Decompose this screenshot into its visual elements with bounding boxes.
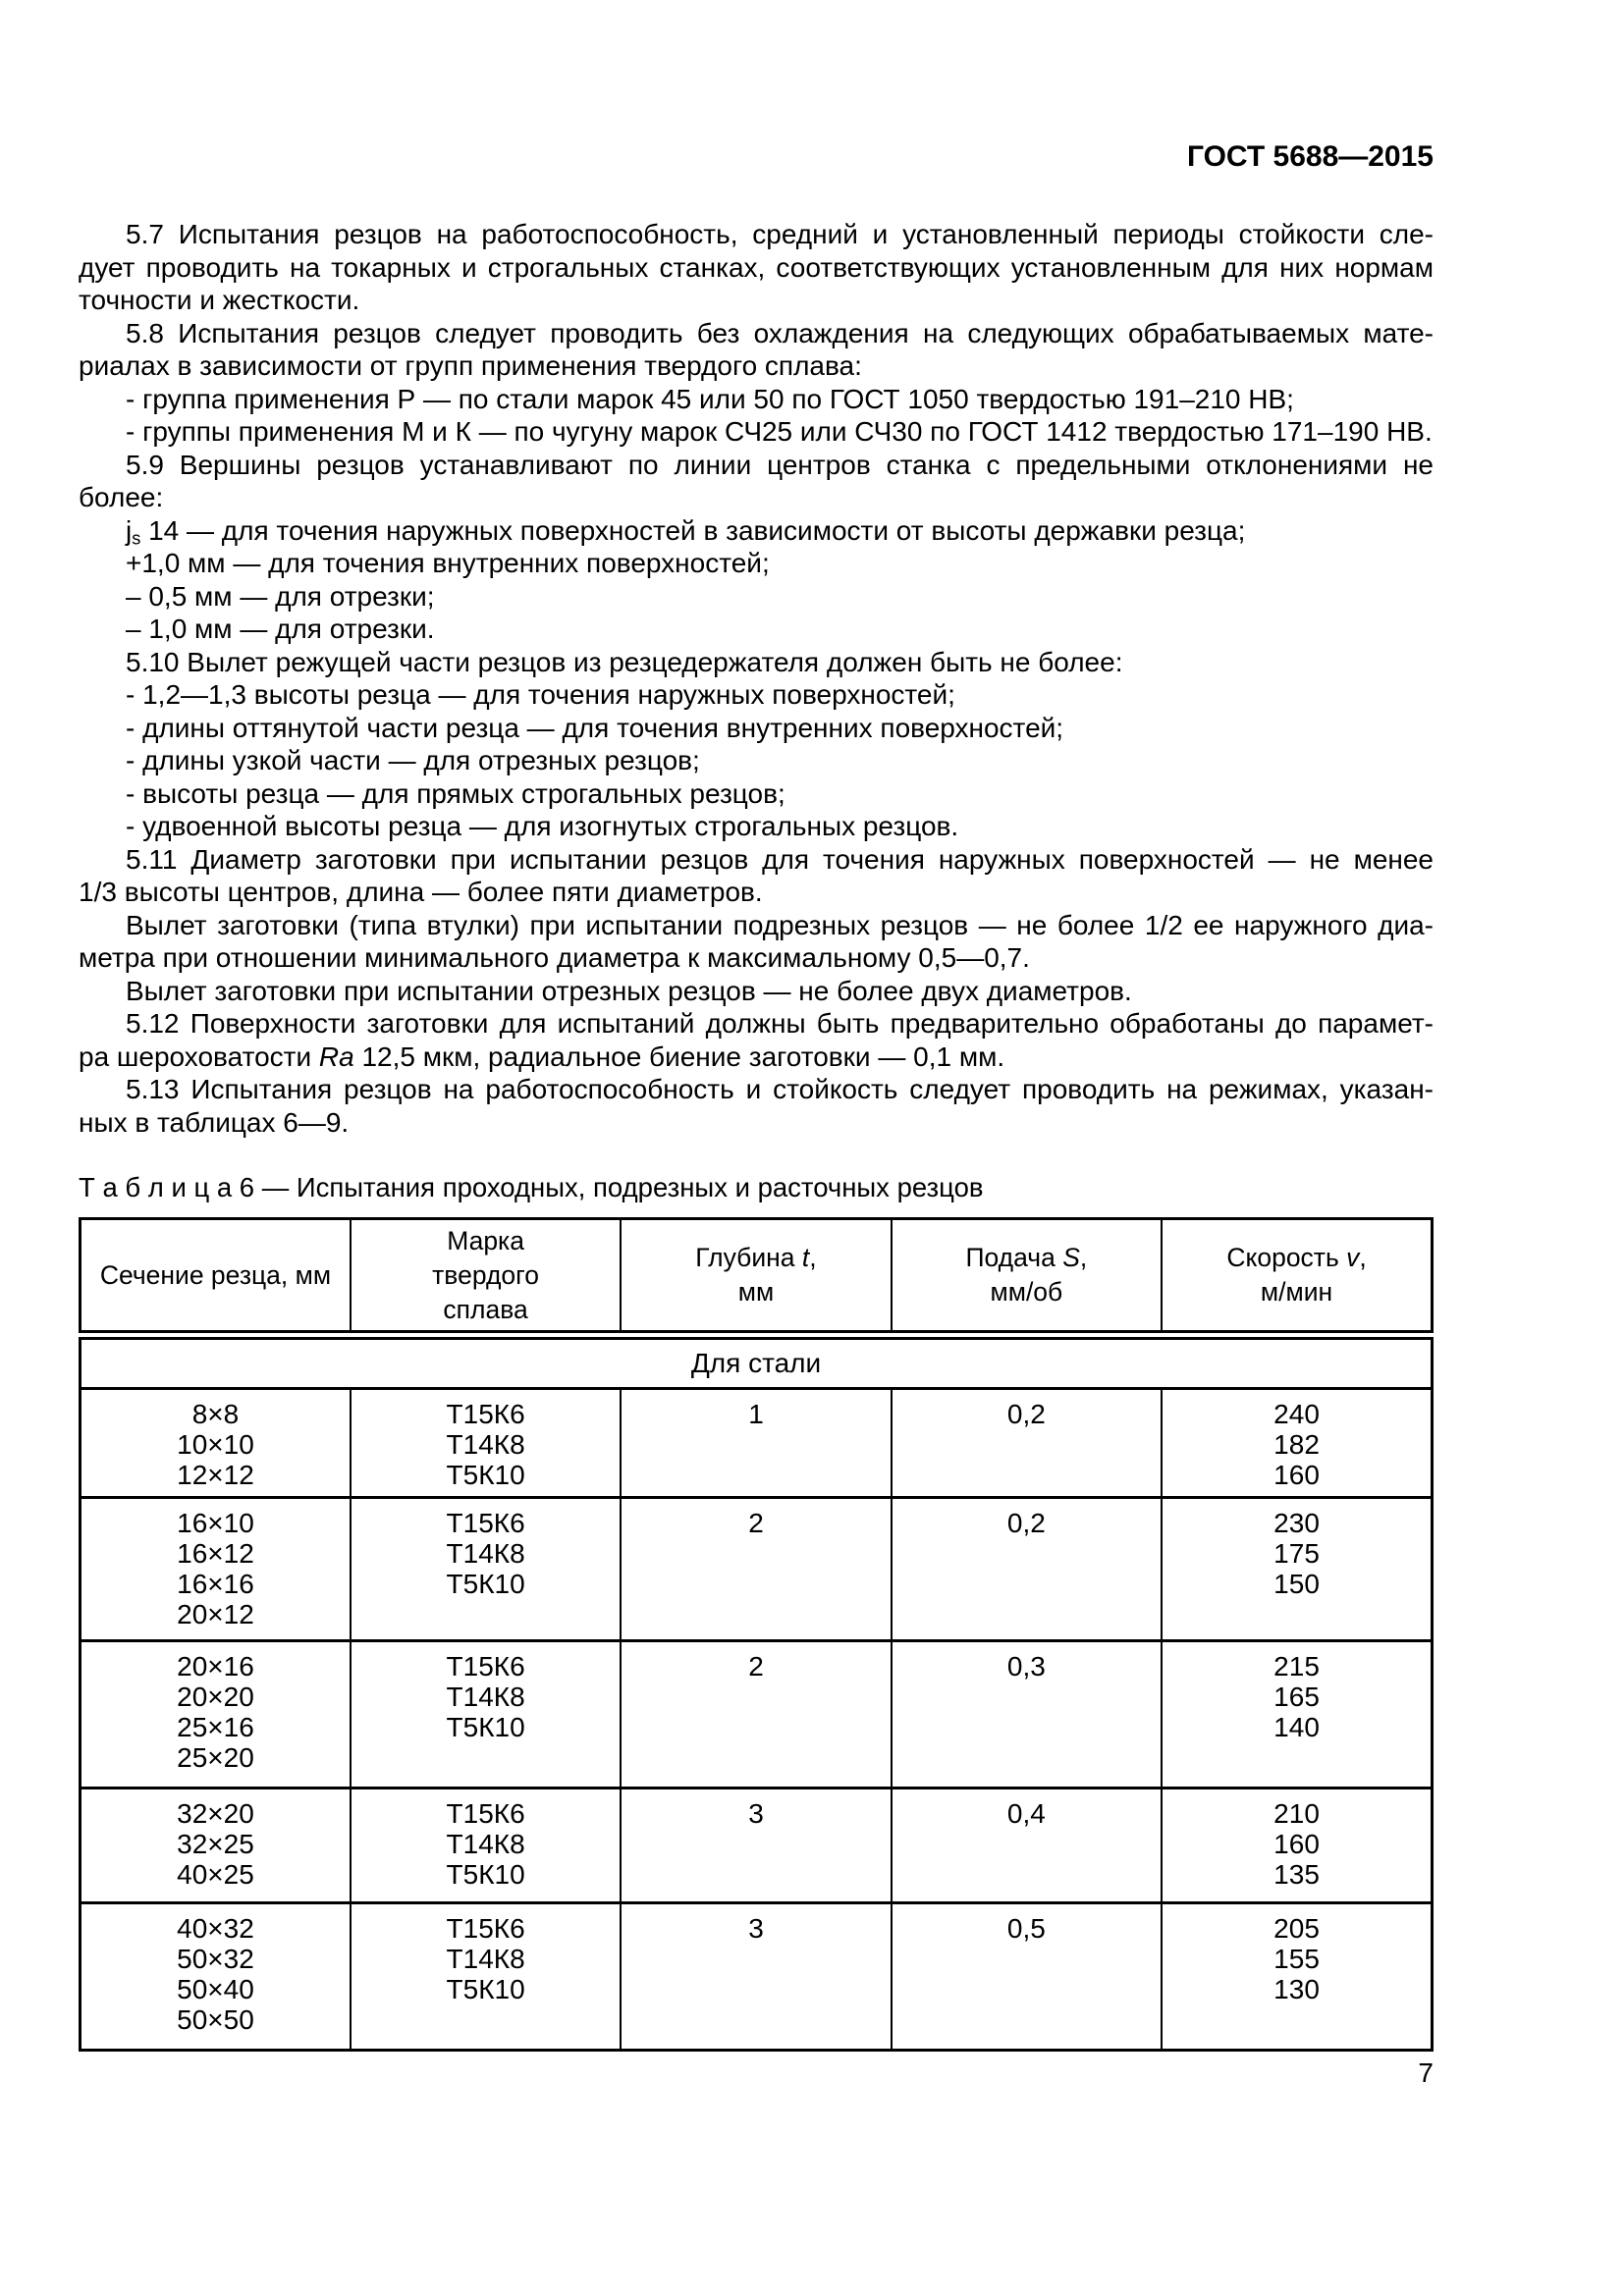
- body-line: дует проводить на токарных и строгальных…: [79, 251, 1434, 283]
- cell-speeds: 230 175 150: [1161, 1497, 1434, 1642]
- subheader-steel: Для стали: [79, 1335, 1434, 1390]
- table-row: 32×20 32×25 40×25 Т15К6 Т14К8 Т5К10 3 0,…: [79, 1788, 1434, 1904]
- col-header-depth: Глубина t, мм: [620, 1217, 893, 1340]
- cell-sections: 8×8 10×10 12×12: [79, 1388, 352, 1499]
- cell-speeds: 205 155 130: [1161, 1902, 1434, 2052]
- cell-depth: 2: [620, 1640, 893, 1789]
- cell-speeds: 240 182 160: [1161, 1388, 1434, 1499]
- body-line: более:: [79, 482, 164, 512]
- body-line: – 0,5 мм — для отрезки;: [126, 580, 435, 612]
- test-modes-table: Сечение резца, мм Марка твердого сплава …: [79, 1217, 1434, 2052]
- body-line: - группа применения Р — по стали марок 4…: [126, 383, 1294, 414]
- table-row: 8×8 10×10 12×12 Т15К6 Т14К8 Т5К10 1 0,2 …: [79, 1388, 1434, 1499]
- body-line: 5.9 Вершины резцов устанавливают по лини…: [126, 449, 1434, 480]
- cell-depth: 1: [620, 1388, 893, 1499]
- cell-speeds: 210 160 135: [1161, 1788, 1434, 1904]
- cell-speeds: 215 165 140: [1161, 1640, 1434, 1789]
- col-header-grade: Марка твердого сплава: [349, 1217, 623, 1340]
- body-line: 5.13 Испытания резцов на работоспособнос…: [126, 1074, 1434, 1104]
- subscript-s: s: [132, 528, 141, 549]
- table-row: 40×32 50×32 50×40 50×50 Т15К6 Т14К8 Т5К1…: [79, 1902, 1434, 2052]
- body-line: - 1,2—1,3 высоты резца — для точения нар…: [126, 679, 955, 710]
- body-line: - группы применения М и К — по чугуну ма…: [126, 416, 1433, 447]
- cell-grades: Т15К6 Т14К8 Т5К10: [349, 1640, 623, 1789]
- body-line: метра при отношении минимального диаметр…: [79, 942, 1030, 973]
- cell-grades: Т15К6 Т14К8 Т5К10: [349, 1788, 623, 1904]
- cell-sections: 20×16 20×20 25×16 25×20: [79, 1640, 352, 1789]
- body-line: риалах в зависимости от групп применения…: [79, 350, 862, 381]
- italic-Ra: Ra: [318, 1041, 354, 1072]
- cell-feed: 0,2: [890, 1497, 1164, 1642]
- body-line: Вылет заготовки (типа втулки) при испыта…: [126, 909, 1434, 940]
- cell-sections: 16×10 16×12 16×16 20×12: [79, 1497, 352, 1642]
- table-caption: Т а б л и ц а 6 — Испытания проходных, п…: [79, 1172, 1434, 1203]
- cell-feed: 0,5: [890, 1902, 1164, 2052]
- body-line: - длины оттянутой части резца — для точе…: [126, 712, 1064, 743]
- body-line: 5.12 Поверхности заготовки для испытаний…: [126, 1008, 1434, 1039]
- table-caption-text: — Испытания проходных, подрезных и расто…: [254, 1172, 984, 1202]
- body-line: 5.7 Испытания резцов на работоспособност…: [126, 219, 1434, 249]
- body-line: Вылет заготовки при испытании отрезных р…: [126, 975, 1132, 1006]
- table-row: 16×10 16×12 16×16 20×12 Т15К6 Т14К8 Т5К1…: [79, 1497, 1434, 1642]
- cell-depth: 3: [620, 1788, 893, 1904]
- body-line: точности и жесткости.: [79, 285, 360, 315]
- col-header-section: Сечение резца, мм: [79, 1217, 352, 1340]
- body-line: 5.10 Вылет режущей части резцов из резце…: [126, 646, 1123, 677]
- doc-number: ГОСТ 5688—2015: [1186, 140, 1434, 173]
- body-line: ных в таблицах 6—9.: [79, 1106, 350, 1138]
- col-header-speed: Скорость v, м/мин: [1161, 1217, 1434, 1340]
- body-line: ра шероховатости Ra 12,5 мкм, радиальное…: [79, 1041, 1005, 1072]
- cell-grades: Т15К6 Т14К8 Т5К10: [349, 1497, 623, 1642]
- body-line: – 1,0 мм — для отрезки.: [126, 614, 435, 644]
- cell-feed: 0,3: [890, 1640, 1164, 1789]
- cell-sections: 32×20 32×25 40×25: [79, 1788, 352, 1904]
- table-header-row: Сечение резца, мм Марка твердого сплава …: [79, 1217, 1434, 1340]
- col-header-feed: Подача S, мм/об: [890, 1217, 1164, 1340]
- body-line: 5.8 Испытания резцов следует проводить б…: [126, 317, 1434, 348]
- cell-feed: 0,2: [890, 1388, 1164, 1499]
- table-caption-label: Т а б л и ц а 6: [79, 1172, 255, 1202]
- page-number: 7: [1418, 2057, 1434, 2088]
- body-line: - удвоенной высоты резца — для изогнутых…: [126, 811, 959, 841]
- table-row: 20×16 20×20 25×16 25×20 Т15К6 Т14К8 Т5К1…: [79, 1640, 1434, 1789]
- cell-grades: Т15К6 Т14К8 Т5К10: [349, 1388, 623, 1499]
- cell-depth: 2: [620, 1497, 893, 1642]
- body-line: js 14 — для точения наружных поверхносте…: [126, 514, 1246, 549]
- cell-depth: 3: [620, 1902, 893, 2052]
- body-line: 1/3 высоты центров, длина — более пяти д…: [79, 877, 763, 907]
- body-line: 5.11 Диаметр заготовки при испытании рез…: [126, 843, 1434, 875]
- body-line: - длины узкой части — для отрезных резцо…: [126, 745, 700, 775]
- body-line: - высоты резца — для прямых строгальных …: [126, 777, 785, 809]
- table-subheader-row: Для стали: [79, 1335, 1434, 1390]
- cell-grades: Т15К6 Т14К8 Т5К10: [349, 1902, 623, 2052]
- cell-sections: 40×32 50×32 50×40 50×50: [79, 1902, 352, 2052]
- body-line: +1,0 мм — для точения внутренних поверхн…: [126, 548, 770, 578]
- cell-feed: 0,4: [890, 1788, 1164, 1904]
- body-text: 5.7 Испытания резцов на работоспособност…: [79, 218, 1434, 1139]
